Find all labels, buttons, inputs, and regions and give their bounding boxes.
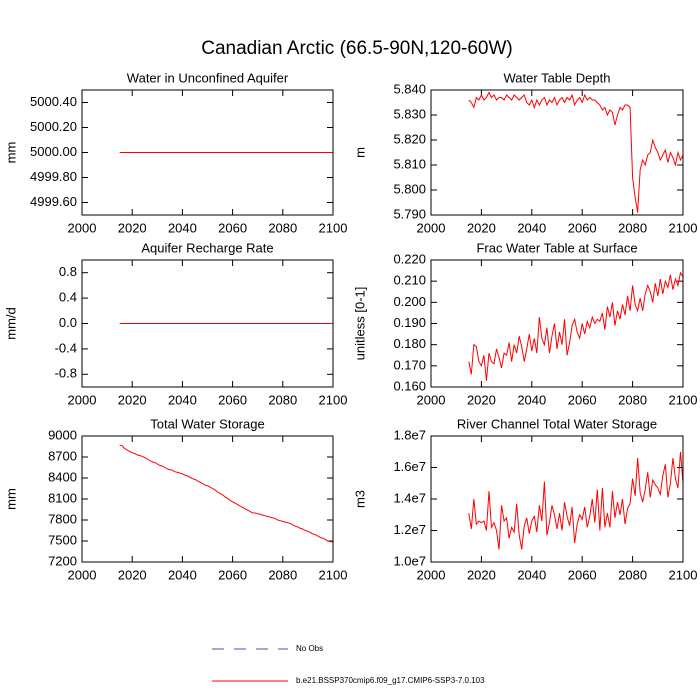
panel-title: Water in Unconfined Aquifer — [127, 70, 289, 85]
plot-frame — [430, 435, 684, 563]
y-tick-label: 0.160 — [393, 378, 426, 393]
y-axis-label: mm — [3, 488, 18, 510]
plot-frame — [430, 89, 684, 216]
x-tick-label: 2100 — [669, 220, 698, 235]
x-tick-label: 2020 — [118, 220, 147, 235]
y-tick-label: 5.830 — [393, 106, 426, 121]
x-tick-label: 2060 — [218, 392, 247, 407]
x-tick-label: 2020 — [118, 392, 147, 407]
x-tick-label: 2040 — [517, 220, 546, 235]
y-axis-label: unitless [0-1] — [352, 287, 367, 361]
y-tick-label: 5.800 — [393, 181, 426, 196]
x-tick-label: 2000 — [68, 220, 97, 235]
y-tick-label: 8100 — [48, 490, 77, 505]
x-tick-label: 2040 — [168, 220, 197, 235]
y-tick-label: 8400 — [48, 469, 77, 484]
plot-frame — [81, 259, 334, 388]
panel-title: Aquifer Recharge Rate — [141, 240, 273, 255]
panel-title: Frac Water Table at Surface — [476, 240, 637, 255]
y-tick-label: 5.820 — [393, 131, 426, 146]
y-tick-label: 1.6e7 — [393, 459, 426, 474]
x-tick-label: 2000 — [417, 567, 446, 582]
x-tick-label: 2100 — [319, 392, 348, 407]
y-tick-label: 1.8e7 — [393, 427, 426, 442]
x-tick-label: 2020 — [118, 567, 147, 582]
y-axis-label: mm — [3, 142, 18, 164]
y-axis-label: m3 — [352, 490, 367, 508]
x-tick-label: 2060 — [218, 567, 247, 582]
y-tick-label: 5.810 — [393, 156, 426, 171]
y-axis-label: m — [352, 147, 367, 158]
x-tick-label: 2000 — [68, 567, 97, 582]
y-tick-label: 1.2e7 — [393, 522, 426, 537]
y-tick-label: 0.220 — [393, 251, 426, 266]
y-tick-label: 1.0e7 — [393, 553, 426, 568]
x-tick-label: 2100 — [319, 567, 348, 582]
y-tick-label: 4999.80 — [30, 169, 77, 184]
x-tick-label: 2040 — [168, 392, 197, 407]
plot-frame — [81, 435, 334, 563]
panel-title: Water Table Depth — [504, 70, 611, 85]
y-tick-label: 0.4 — [59, 290, 77, 305]
y-tick-label: 9000 — [48, 427, 77, 442]
x-tick-label: 2040 — [517, 567, 546, 582]
x-tick-label: 2060 — [568, 392, 597, 407]
x-tick-label: 2000 — [417, 220, 446, 235]
legend-label: b.e21.BSSP370cmip6.f09_g17.CMIP6-SSP3-7.… — [296, 676, 485, 685]
x-tick-label: 2080 — [268, 392, 297, 407]
x-tick-label: 2080 — [618, 392, 647, 407]
x-tick-label: 2060 — [568, 567, 597, 582]
x-tick-label: 2040 — [168, 567, 197, 582]
x-tick-label: 2000 — [417, 392, 446, 407]
y-tick-label: 0.0 — [59, 315, 77, 330]
x-tick-label: 2080 — [618, 567, 647, 582]
y-tick-label: 7500 — [48, 532, 77, 547]
y-tick-label: 7800 — [48, 511, 77, 526]
y-tick-label: 0.170 — [393, 357, 426, 372]
y-tick-label: 0.8 — [59, 264, 77, 279]
y-tick-label: 8700 — [48, 448, 77, 463]
x-tick-label: 2020 — [467, 392, 496, 407]
x-tick-label: 2080 — [268, 220, 297, 235]
x-tick-label: 2080 — [618, 220, 647, 235]
y-tick-label: -0.4 — [55, 340, 77, 355]
figure-title: Canadian Arctic (66.5-90N,120-60W) — [201, 38, 513, 59]
y-tick-label: 5000.00 — [30, 144, 77, 159]
plot-frame — [430, 259, 684, 388]
x-tick-label: 2100 — [319, 220, 348, 235]
panel-title: Total Water Storage — [150, 416, 264, 431]
x-tick-label: 2080 — [268, 567, 297, 582]
y-tick-label: -0.8 — [55, 366, 77, 381]
y-tick-label: 4999.60 — [30, 194, 77, 209]
y-tick-label: 0.200 — [393, 294, 426, 309]
x-tick-label: 2100 — [669, 392, 698, 407]
panel-title: River Channel Total Water Storage — [457, 416, 657, 431]
y-tick-label: 0.210 — [393, 273, 426, 288]
data-line — [468, 451, 684, 550]
y-tick-label: 5.840 — [393, 81, 426, 96]
y-tick-label: 7200 — [48, 553, 77, 568]
x-tick-label: 2060 — [218, 220, 247, 235]
y-tick-label: 0.180 — [393, 336, 426, 351]
x-tick-label: 2000 — [68, 392, 97, 407]
data-line — [119, 444, 333, 543]
data-line — [468, 91, 684, 213]
plot-frame — [81, 89, 334, 216]
x-tick-label: 2020 — [467, 567, 496, 582]
y-tick-label: 5000.20 — [30, 119, 77, 134]
x-tick-label: 2060 — [568, 220, 597, 235]
x-tick-label: 2020 — [467, 220, 496, 235]
x-tick-label: 2040 — [517, 392, 546, 407]
data-line — [468, 271, 684, 381]
y-tick-label: 1.4e7 — [393, 490, 426, 505]
y-tick-label: 5000.40 — [30, 94, 77, 109]
x-tick-label: 2100 — [669, 567, 698, 582]
y-tick-label: 0.190 — [393, 315, 426, 330]
y-tick-label: 5.790 — [393, 206, 426, 221]
y-axis-label: mm/d — [3, 307, 18, 340]
legend-label: No Obs — [296, 644, 323, 653]
